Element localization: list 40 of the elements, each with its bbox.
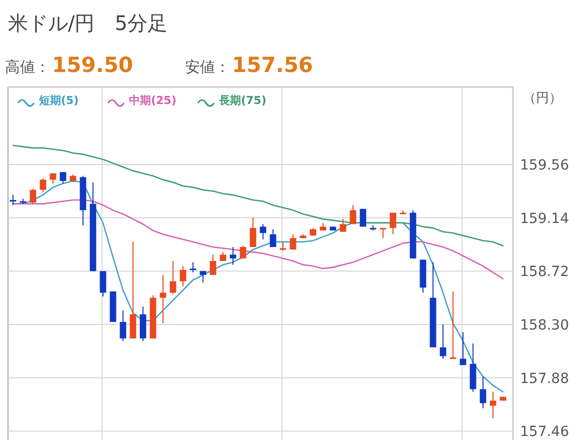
candlestick bbox=[270, 228, 276, 248]
candlestick bbox=[480, 376, 486, 409]
text: 157.56 bbox=[232, 53, 314, 77]
text: 安値： bbox=[185, 58, 230, 76]
candlestick bbox=[250, 217, 256, 248]
y-tick-label: 158.30 bbox=[520, 317, 569, 334]
candlestick bbox=[390, 212, 396, 235]
candlestick bbox=[120, 310, 126, 342]
candlestick bbox=[340, 218, 346, 232]
candlestick bbox=[460, 332, 466, 366]
y-tick-label: 159.14 bbox=[520, 210, 570, 227]
candlestick bbox=[30, 188, 36, 204]
candlestick bbox=[450, 290, 456, 360]
y-tick-label: 157.46 bbox=[520, 424, 570, 440]
legend-label: 中期(25) bbox=[129, 94, 176, 107]
candlestick bbox=[290, 234, 296, 250]
candlestick bbox=[170, 260, 176, 294]
candlestick bbox=[200, 270, 206, 284]
y-tick-label: 158.72 bbox=[520, 264, 569, 280]
candlestick bbox=[10, 194, 16, 206]
legend-label: 短期(5) bbox=[38, 94, 79, 107]
candlestick bbox=[160, 274, 166, 324]
candlestick bbox=[180, 266, 186, 287]
legend-label: 長期(75) bbox=[218, 94, 266, 107]
candlestick bbox=[230, 246, 236, 266]
title: 米ドル/円 5分足 bbox=[8, 11, 168, 35]
candlestick bbox=[210, 254, 216, 276]
text: 高値： bbox=[5, 58, 50, 76]
candlestick bbox=[260, 224, 266, 240]
candlestick bbox=[60, 172, 66, 184]
y-tick-label: 159.56 bbox=[520, 157, 570, 174]
candlestick bbox=[240, 245, 246, 259]
text: 159.50 bbox=[52, 53, 134, 77]
candlestick bbox=[100, 270, 106, 298]
candlestick bbox=[190, 262, 196, 273]
candlestick bbox=[490, 391, 496, 419]
candlestick bbox=[350, 204, 356, 225]
y-axis-title: （円） bbox=[523, 91, 562, 106]
y-tick-label: 157.88 bbox=[520, 370, 569, 387]
candlestick bbox=[40, 178, 46, 193]
